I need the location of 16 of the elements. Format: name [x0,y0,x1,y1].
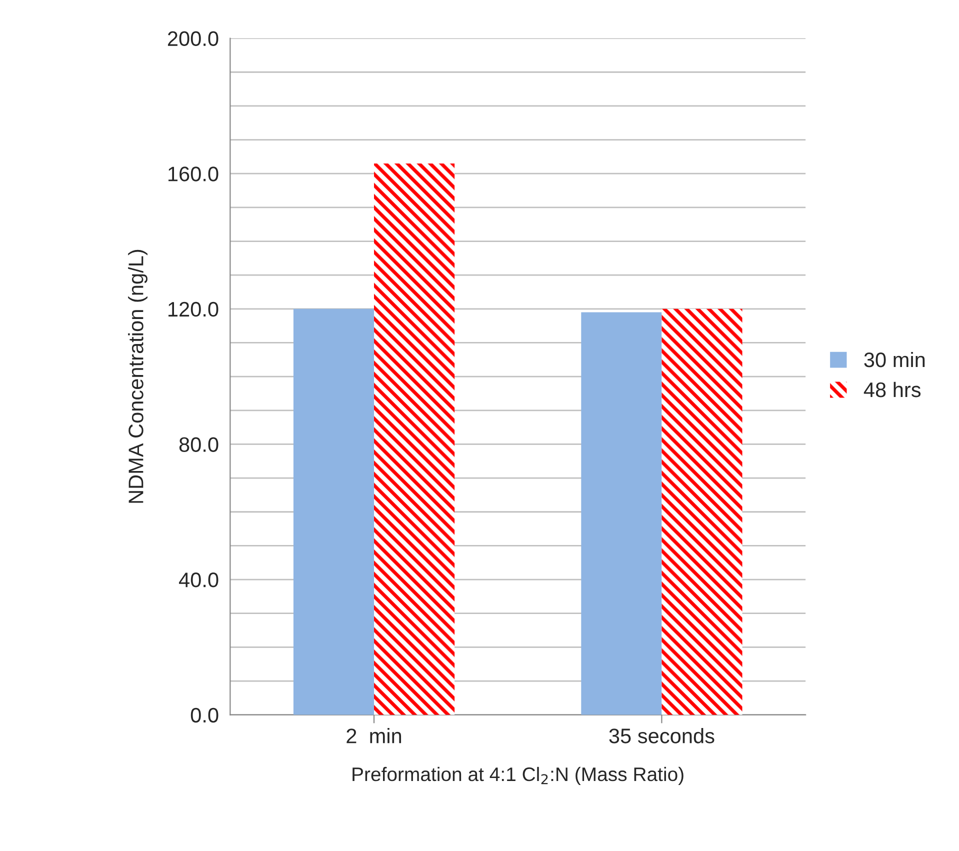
y-tick-label: 120.0 [168,302,218,317]
y-axis-title: NDMA Concentration (ng/L) [128,250,148,503]
x-tick-label: 35 seconds [609,728,714,744]
y-tick-label: 80.0 [179,437,218,452]
y-tick-label: 40.0 [178,572,218,588]
x-axis-title: Preformation at 4:1 Cl$_{2}$:N (Mass Ratio) [352,766,684,786]
y-tick-label: 160.0 [168,166,218,182]
bar [662,308,742,715]
legend-label: 30 min [864,352,925,368]
y-tick-label: 200.0 [168,31,218,46]
x-tick-label: 2 min [346,728,402,744]
bar [374,163,455,715]
bar [293,308,374,715]
y-tick-label: 0.0 [190,708,218,723]
legend-label: 48 hrs [864,382,921,398]
bar [581,312,662,715]
